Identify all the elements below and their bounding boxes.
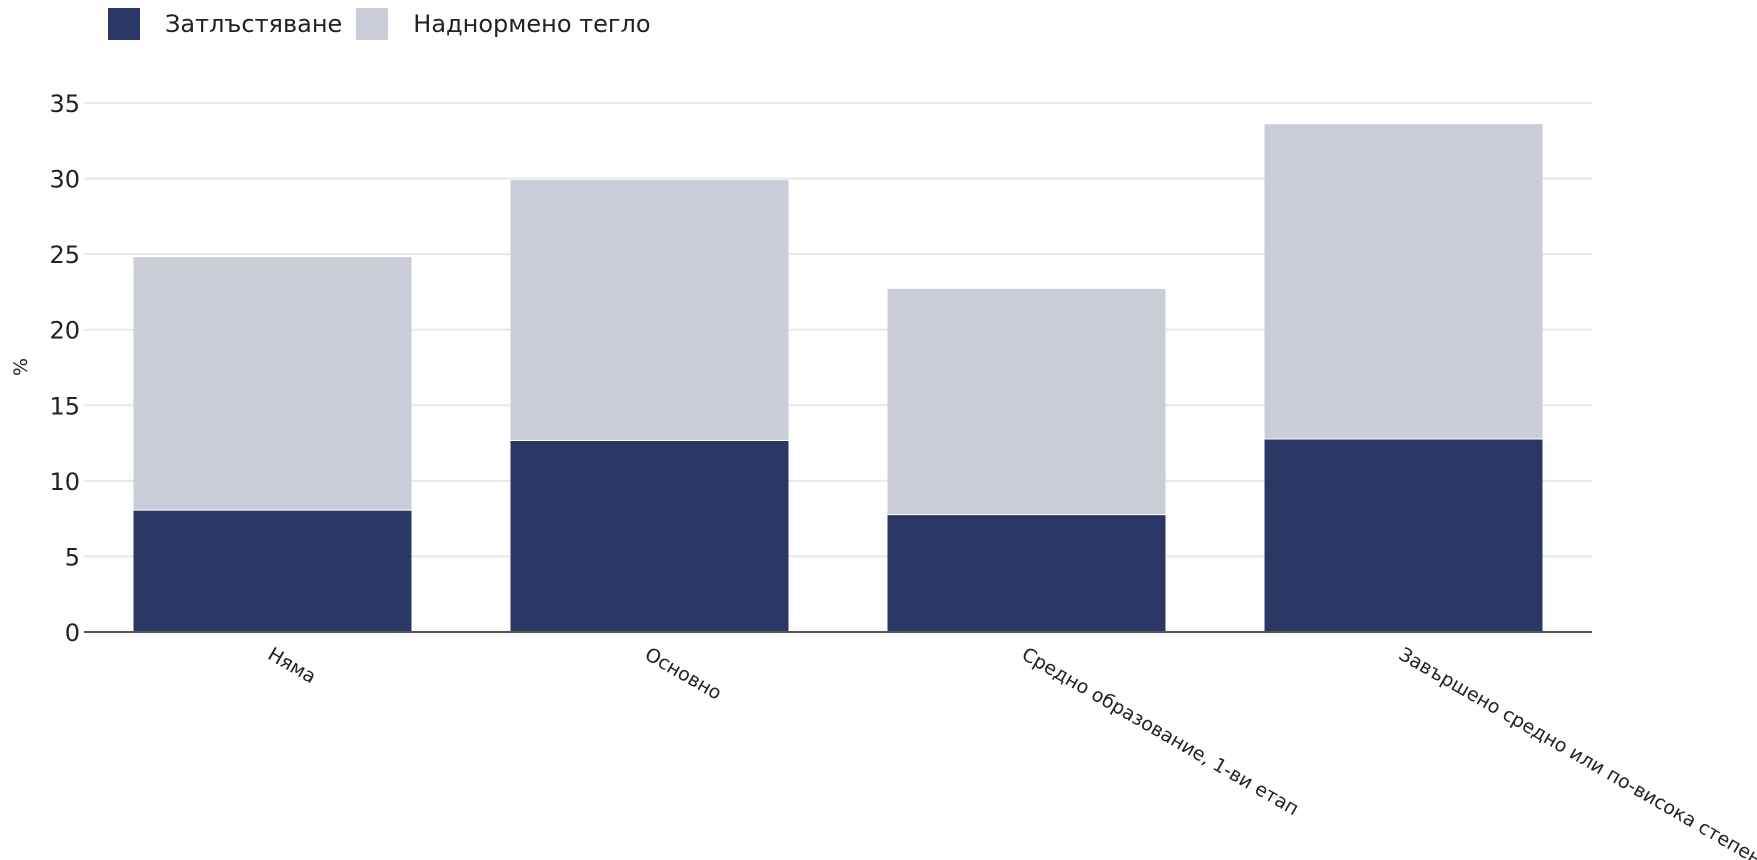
legend-label-overweight: Наднормено тегло bbox=[413, 10, 651, 38]
y-tick-labels: 0 5 10 15 20 25 30 35 bbox=[49, 90, 80, 647]
y-tick-label: 25 bbox=[49, 241, 80, 269]
bar-overweight[interactable] bbox=[133, 257, 412, 510]
bar-obesity[interactable] bbox=[1264, 438, 1543, 632]
legend-swatch-obesity bbox=[108, 8, 140, 40]
legend-swatch-overweight bbox=[356, 8, 389, 40]
bar-overweight[interactable] bbox=[1264, 124, 1543, 439]
legend-item-overweight[interactable]: Наднормено тегло bbox=[356, 8, 651, 40]
legend-item-obesity[interactable]: Затлъстяване bbox=[108, 8, 342, 40]
legend-label-obesity: Затлъстяване bbox=[165, 10, 343, 38]
x-tick-label: Няма bbox=[264, 643, 320, 688]
y-tick-label: 35 bbox=[49, 90, 80, 118]
y-tick-label: 5 bbox=[65, 543, 80, 571]
y-tick-label: 10 bbox=[49, 468, 80, 496]
y-tick-label: 0 bbox=[65, 619, 80, 647]
x-tick-label: Средно образование, 1-ви етап bbox=[1018, 643, 1302, 820]
y-tick-label: 15 bbox=[49, 392, 80, 420]
bar-overweight[interactable] bbox=[887, 288, 1166, 515]
y-axis-title: % bbox=[10, 358, 32, 376]
y-tick-label: 20 bbox=[49, 317, 80, 345]
bar-overweight[interactable] bbox=[510, 180, 789, 441]
bar-obesity[interactable] bbox=[887, 514, 1166, 632]
x-tick-label: Основно bbox=[641, 643, 725, 704]
x-tick-labels: Няма Основно Средно образование, 1-ви етап… bbox=[264, 643, 1757, 860]
legend: Затлъстяване Наднормено тегло bbox=[108, 8, 665, 40]
bar-obesity[interactable] bbox=[133, 509, 412, 632]
x-tick-label: Завършено средно или по-висока степен bbox=[1395, 643, 1757, 860]
bars bbox=[133, 124, 1543, 632]
y-tick-label: 30 bbox=[49, 166, 80, 194]
bar-obesity[interactable] bbox=[510, 440, 789, 632]
